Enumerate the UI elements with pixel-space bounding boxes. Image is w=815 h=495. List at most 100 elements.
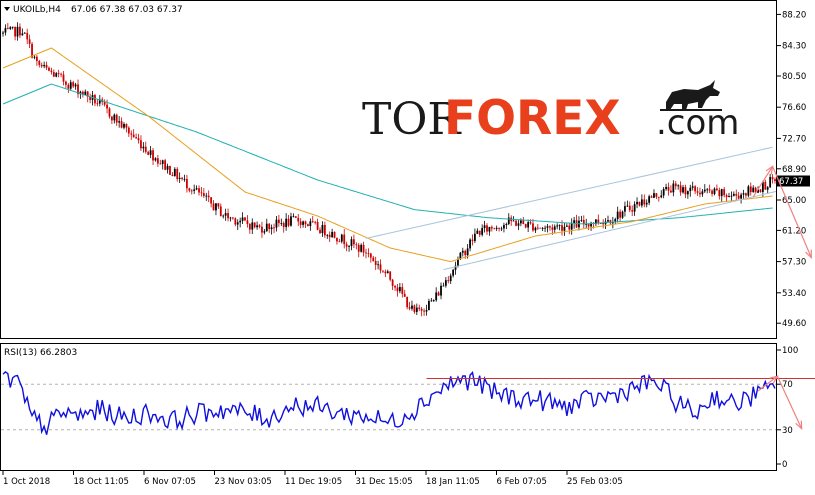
candle bbox=[290, 212, 292, 227]
candle bbox=[653, 189, 655, 199]
candle-body bbox=[403, 293, 406, 297]
candle-body bbox=[428, 300, 430, 310]
candle-body bbox=[79, 91, 82, 95]
candle-body bbox=[270, 227, 273, 230]
candle-body bbox=[662, 189, 665, 196]
candle-body bbox=[539, 227, 542, 229]
candle-body bbox=[195, 188, 198, 190]
candle-body bbox=[437, 292, 440, 296]
candle bbox=[517, 219, 520, 231]
candle-body bbox=[541, 228, 544, 229]
candle bbox=[98, 95, 101, 107]
candle bbox=[701, 189, 704, 197]
candle bbox=[350, 236, 353, 251]
candle-body bbox=[321, 224, 324, 234]
candle bbox=[418, 304, 421, 312]
candle-body bbox=[759, 189, 762, 192]
channel-lower-line bbox=[443, 190, 776, 271]
candle bbox=[689, 184, 692, 197]
candle-body bbox=[672, 183, 675, 193]
candle bbox=[745, 192, 747, 199]
candle-body bbox=[430, 300, 433, 302]
candle bbox=[309, 218, 312, 231]
candle bbox=[188, 187, 191, 193]
candle-body bbox=[611, 222, 614, 224]
candle bbox=[737, 192, 740, 200]
candle bbox=[486, 223, 488, 235]
candle-body bbox=[248, 223, 251, 230]
logo-part-forex: FOREX bbox=[444, 91, 621, 146]
candle bbox=[619, 209, 621, 222]
candle-body bbox=[35, 56, 38, 61]
ma-slow-line bbox=[2, 83, 773, 225]
candle-body bbox=[665, 186, 667, 190]
candle bbox=[248, 222, 251, 234]
candle bbox=[764, 179, 767, 190]
candle bbox=[299, 218, 302, 229]
candle-body bbox=[394, 285, 396, 288]
candle bbox=[161, 159, 164, 170]
candle bbox=[282, 221, 285, 233]
candle bbox=[270, 224, 273, 235]
candle bbox=[246, 215, 249, 228]
candle bbox=[292, 213, 295, 218]
candle bbox=[415, 303, 418, 316]
candle bbox=[386, 269, 389, 274]
candle bbox=[541, 226, 544, 232]
candle-body bbox=[411, 305, 413, 309]
candle-body bbox=[152, 150, 154, 161]
candle bbox=[38, 59, 41, 68]
candle-body bbox=[619, 211, 621, 218]
candle-body bbox=[40, 64, 43, 67]
rsi-arrow-down-head bbox=[795, 420, 803, 431]
symbol-header[interactable]: UKOILb,H4 67.06 67.38 67.03 67.37 bbox=[4, 5, 183, 15]
y-tick-label: 68.90 bbox=[782, 165, 806, 175]
candle bbox=[474, 228, 476, 243]
candle-body bbox=[764, 181, 767, 190]
candle bbox=[328, 231, 331, 242]
candle-body bbox=[495, 227, 498, 229]
x-tick-label: 6 Nov 07:05 bbox=[144, 477, 196, 487]
candle bbox=[759, 189, 762, 193]
candle-body bbox=[156, 158, 159, 164]
candle-body bbox=[222, 215, 225, 217]
candle bbox=[9, 26, 12, 31]
candle bbox=[123, 122, 125, 130]
candle-body bbox=[106, 104, 108, 109]
candle bbox=[558, 224, 561, 231]
candle-body bbox=[256, 225, 258, 228]
candle-body bbox=[568, 225, 571, 230]
candle bbox=[628, 201, 631, 213]
x-tick-label: 6 Feb 07:05 bbox=[497, 477, 547, 487]
candle bbox=[348, 244, 350, 252]
candle bbox=[660, 190, 663, 199]
candle-body bbox=[292, 216, 295, 218]
candle bbox=[747, 184, 750, 198]
candle-body bbox=[512, 220, 515, 222]
candle bbox=[394, 285, 396, 291]
candle bbox=[442, 282, 445, 287]
candle bbox=[406, 296, 409, 310]
dropdown-triangle-icon[interactable] bbox=[4, 7, 10, 11]
candle-body bbox=[503, 225, 505, 229]
candle bbox=[14, 26, 16, 41]
candle-body bbox=[205, 195, 208, 197]
candle bbox=[725, 193, 728, 202]
candle-body bbox=[89, 96, 92, 100]
candle-body bbox=[57, 73, 60, 74]
candle bbox=[336, 237, 338, 245]
candle bbox=[323, 221, 326, 238]
candle-body bbox=[469, 239, 471, 249]
candle bbox=[728, 192, 730, 198]
candle bbox=[580, 215, 583, 222]
candle-body bbox=[314, 221, 317, 223]
candle-body bbox=[459, 252, 462, 260]
forecast-arrow-down-shaft bbox=[772, 166, 812, 258]
candle-body bbox=[74, 84, 77, 87]
candle bbox=[430, 298, 433, 302]
candle-body bbox=[500, 228, 503, 230]
candle bbox=[677, 184, 680, 190]
candle bbox=[183, 174, 186, 182]
candle bbox=[766, 185, 769, 194]
